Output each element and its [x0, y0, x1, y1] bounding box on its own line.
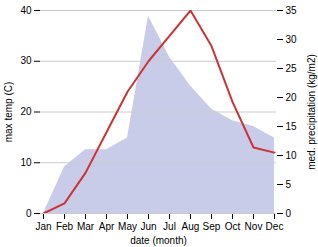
svg-text:0: 0: [26, 208, 32, 219]
svg-text:Sep: Sep: [203, 221, 221, 232]
svg-text:Aug: Aug: [182, 221, 200, 232]
svg-text:10: 10: [286, 150, 298, 161]
svg-text:Oct: Oct: [225, 221, 241, 232]
svg-text:35: 35: [286, 5, 298, 16]
svg-text:10: 10: [20, 157, 32, 168]
svg-text:Dec: Dec: [266, 221, 284, 232]
svg-text:Jul: Jul: [163, 221, 176, 232]
svg-text:Apr: Apr: [99, 221, 115, 232]
svg-text:30: 30: [20, 55, 32, 66]
svg-text:25: 25: [286, 63, 298, 74]
svg-text:20: 20: [286, 92, 298, 103]
svg-text:date (month): date (month): [130, 235, 187, 246]
svg-text:May: May: [118, 221, 137, 232]
svg-text:5: 5: [286, 179, 292, 190]
svg-text:Jun: Jun: [140, 221, 156, 232]
svg-text:20: 20: [20, 106, 32, 117]
svg-text:15: 15: [286, 121, 298, 132]
svg-text:Nov: Nov: [245, 221, 263, 232]
svg-text:Jan: Jan: [35, 221, 51, 232]
svg-text:med. precipitation (kg/m2): med. precipitation (kg/m2): [306, 54, 317, 170]
svg-text:Feb: Feb: [56, 221, 74, 232]
svg-text:0: 0: [286, 208, 292, 219]
svg-text:40: 40: [20, 5, 32, 16]
svg-text:max temp (C): max temp (C): [3, 82, 14, 143]
svg-text:30: 30: [286, 34, 298, 45]
svg-text:Mar: Mar: [77, 221, 95, 232]
